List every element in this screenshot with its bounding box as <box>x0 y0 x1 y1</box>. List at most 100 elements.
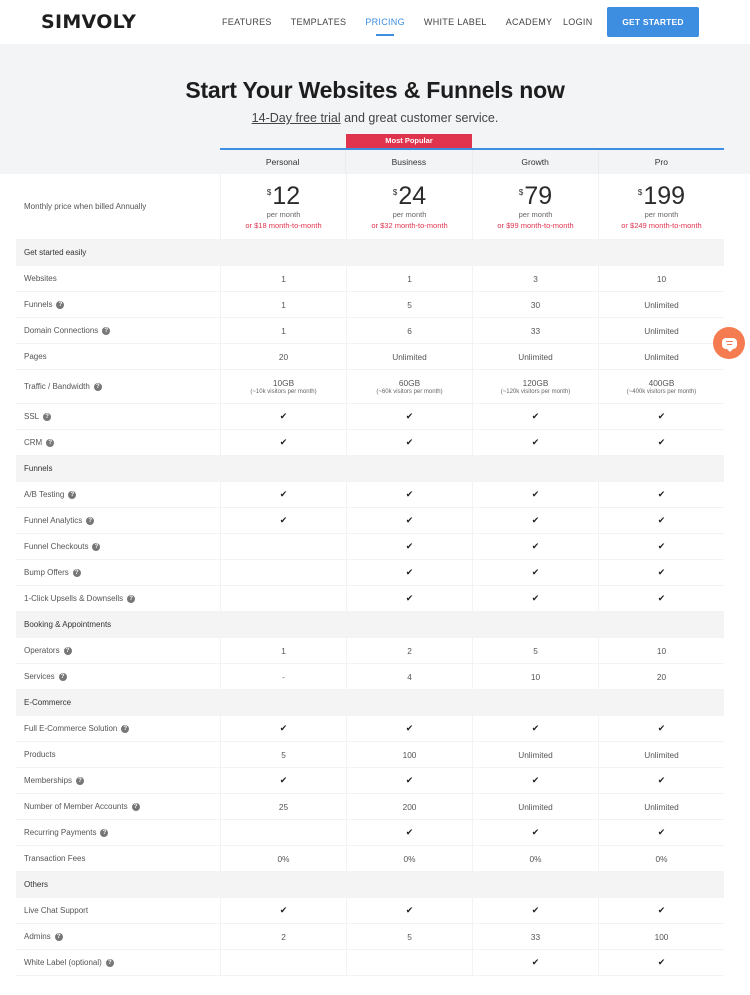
feature-value: Unlimited <box>644 299 679 310</box>
feature-value: Unlimited <box>644 749 679 760</box>
feature-cell-personal <box>220 820 346 845</box>
feature-cell-growth: 5 <box>472 638 598 663</box>
check-icon: ✔ <box>405 567 414 577</box>
free-trial-link[interactable]: 14-Day free trial <box>251 111 341 125</box>
help-icon[interactable]: ? <box>121 724 130 733</box>
price-amount: 199 <box>643 181 686 210</box>
help-icon[interactable]: ? <box>127 594 136 603</box>
feature-value: 60GB <box>398 378 421 388</box>
feature-row-products: Products 5 100 Unlimited Unlimited <box>16 742 724 768</box>
nav-features[interactable]: FEATURES <box>222 17 272 27</box>
feature-cell-growth: ✔ <box>472 508 598 533</box>
logo[interactable]: SIMVOLY <box>41 11 137 33</box>
feature-cell-business: ✔ <box>346 586 472 611</box>
feature-value: 5 <box>533 645 538 656</box>
feature-label: A/B Testing? <box>16 482 220 507</box>
help-icon[interactable]: ? <box>63 646 72 655</box>
feature-cell-growth: 33 <box>472 318 598 343</box>
section-title: Booking & Appointments <box>24 620 112 629</box>
feature-cell-personal: ✔ <box>220 430 346 455</box>
section-title: Get started easily <box>24 248 87 257</box>
feature-cell-pro: ✔ <box>598 768 724 793</box>
help-icon[interactable]: ? <box>68 490 77 499</box>
feature-label: Full E-Commerce Solution? <box>16 716 220 741</box>
feature-label-text: Funnels <box>24 300 53 309</box>
feature-cell-pro: 400GB (~400k visitors per month) <box>598 370 724 403</box>
feature-cell-growth: ✔ <box>472 716 598 741</box>
check-icon: ✔ <box>531 905 540 915</box>
feature-row-transaction-fees: Transaction Fees 0% 0% 0% 0% <box>16 846 724 872</box>
feature-value: Unlimited <box>392 351 427 362</box>
feature-cell-pro: ✔ <box>598 586 724 611</box>
help-icon[interactable]: ? <box>102 326 111 335</box>
live-chat-button[interactable] <box>713 327 745 359</box>
check-icon: ✔ <box>279 723 288 733</box>
check-icon: ✔ <box>657 827 666 837</box>
feature-cell-business: Unlimited <box>346 344 472 369</box>
feature-row-funnels: Funnels? 1 5 30 Unlimited <box>16 292 724 318</box>
help-icon[interactable]: ? <box>100 828 109 837</box>
feature-label: Products <box>16 742 220 767</box>
plan-business: Business <box>345 150 471 174</box>
help-icon[interactable]: ? <box>76 776 85 785</box>
help-icon[interactable]: ? <box>56 300 65 309</box>
feature-cell-personal: ✔ <box>220 898 346 923</box>
help-icon[interactable]: ? <box>58 672 67 681</box>
hero-subtitle-text: and great customer service. <box>340 111 499 125</box>
feature-cell-personal: 1 <box>220 318 346 343</box>
check-icon: ✔ <box>531 723 540 733</box>
feature-cell-business: 5 <box>346 292 472 317</box>
feature-cell-business: ✔ <box>346 482 472 507</box>
chat-icon-line <box>726 343 732 345</box>
feature-label-text: Traffic / Bandwidth <box>24 382 90 391</box>
feature-value: Unlimited <box>644 325 679 336</box>
login-link[interactable]: LOGIN <box>563 17 593 27</box>
feature-cell-business: ✔ <box>346 768 472 793</box>
feature-row-funnel-checkouts: Funnel Checkouts? ✔ ✔ ✔ <box>16 534 724 560</box>
feature-row-1-click-upsells-downsells: 1-Click Upsells & Downsells? ✔ ✔ ✔ <box>16 586 724 612</box>
nav-academy[interactable]: ACADEMY <box>505 17 553 27</box>
check-icon: ✔ <box>531 593 540 603</box>
help-icon[interactable]: ? <box>54 932 63 941</box>
feature-cell-pro: 10 <box>598 638 724 663</box>
feature-cell-personal: 2 <box>220 924 346 949</box>
feature-cell-pro: Unlimited <box>598 794 724 819</box>
get-started-button[interactable]: GET STARTED <box>607 7 699 37</box>
feature-row-services: Services? - 4 10 20 <box>16 664 724 690</box>
feature-value: 1 <box>281 325 286 336</box>
check-icon: ✔ <box>405 775 414 785</box>
price-amount: 12 <box>272 181 301 210</box>
help-icon[interactable]: ? <box>105 958 114 967</box>
feature-row-recurring-payments: Recurring Payments? ✔ ✔ ✔ <box>16 820 724 846</box>
feature-row-domain-connections: Domain Connections? 1 6 33 Unlimited <box>16 318 724 344</box>
feature-value: Unlimited <box>518 351 553 362</box>
help-icon[interactable]: ? <box>43 412 52 421</box>
feature-value: Unlimited <box>644 351 679 362</box>
help-icon[interactable]: ? <box>72 568 81 577</box>
check-icon: ✔ <box>531 567 540 577</box>
feature-row-operators: Operators? 1 2 5 10 <box>16 638 724 664</box>
check-icon: ✔ <box>405 723 414 733</box>
check-icon: ✔ <box>279 489 288 499</box>
help-icon[interactable]: ? <box>131 802 140 811</box>
help-icon[interactable]: ? <box>93 382 102 391</box>
feature-cell-personal <box>220 586 346 611</box>
price-row-label: Monthly price when billed Annually <box>24 202 147 211</box>
feature-row-bump-offers: Bump Offers? ✔ ✔ ✔ <box>16 560 724 586</box>
feature-cell-business: ✔ <box>346 898 472 923</box>
help-icon[interactable]: ? <box>86 516 95 525</box>
nav-pricing[interactable]: PRICING <box>365 0 405 44</box>
feature-label-text: Memberships <box>24 776 73 785</box>
feature-cell-pro: ✔ <box>598 482 724 507</box>
currency-symbol: $ <box>392 187 398 197</box>
feature-label-text: Funnel Analytics <box>24 516 83 525</box>
help-icon[interactable]: ? <box>92 542 101 551</box>
nav-white-label[interactable]: WHITE LABEL <box>423 17 487 27</box>
help-icon[interactable]: ? <box>46 438 55 447</box>
feature-cell-growth: 120GB (~120k visitors per month) <box>472 370 598 403</box>
feature-cell-growth: ✔ <box>472 560 598 585</box>
nav-templates[interactable]: TEMPLATES <box>290 17 347 27</box>
feature-value: 2 <box>281 931 286 942</box>
feature-value: 20 <box>656 671 667 682</box>
section-title: Funnels <box>24 464 53 473</box>
